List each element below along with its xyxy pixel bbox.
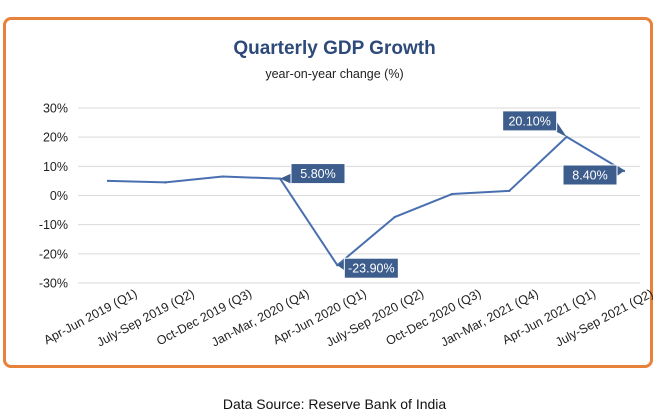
callout-label: 5.80% — [300, 167, 335, 181]
callout-box — [502, 110, 558, 132]
callout-8: 20.10% — [502, 110, 567, 137]
callout-pointer — [617, 166, 624, 176]
callout-label: -23.90% — [348, 262, 395, 276]
x-tick-label: Apr-Jun 2020 (Q1) — [271, 286, 369, 347]
x-tick-label: Apr-Jun 2019 (Q1) — [41, 286, 139, 347]
callout-pointer — [280, 173, 291, 184]
y-tick-label: -20% — [39, 247, 68, 261]
callout-box — [290, 163, 346, 185]
x-tick-label: Oct-Dec 2019 (Q3) — [154, 286, 254, 348]
gridlines — [78, 107, 640, 284]
chart-subtitle: year-on-year change (%) — [265, 67, 404, 81]
x-tick-label: Apr-Jun 2021 (Q1) — [500, 286, 598, 347]
data-point — [508, 189, 511, 193]
callout-box — [562, 164, 618, 186]
y-tick-label: 10% — [43, 160, 68, 174]
y-tick-label: 0% — [50, 189, 68, 203]
data-point — [106, 179, 110, 183]
gdp-line-chart: 30% 20% 10% 0% -10% -20% -30% Apr-Jun 2019 (Q1… — [39, 102, 656, 350]
callout-9: 8.40% — [562, 164, 624, 186]
x-tick-label: Jan-Mar, 2021 (Q4) — [438, 286, 540, 349]
data-point — [221, 175, 224, 178]
callout-label: 20.10% — [508, 114, 550, 128]
x-tick-label: Oct-Dec 2020 (Q3) — [384, 286, 484, 348]
x-tick-label: July-Sep 2021 (Q2) — [553, 286, 655, 349]
callout-pointer — [337, 260, 345, 271]
chart-title: Quarterly GDP Growth — [233, 38, 436, 59]
x-tick-label: July-Sep 2020 (Q2) — [324, 286, 426, 349]
y-tick-label: -30% — [39, 277, 68, 291]
callout-3: 5.80% — [280, 163, 346, 185]
callout-pointer — [556, 121, 567, 137]
x-tick-label: July-Sep 2019 (Q2) — [94, 286, 196, 349]
callouts-group: 5.80% -23.90% 20.10% 8.40% — [280, 110, 624, 279]
x-tick-label: Jan-Mar, 2020 (Q4) — [209, 286, 311, 349]
data-point — [164, 181, 167, 184]
callout-box — [343, 257, 399, 279]
series-group — [106, 135, 626, 267]
y-tick-label: 20% — [43, 131, 68, 145]
data-source-note: Data Source: Reserve Bank of India — [222, 396, 447, 412]
data-point — [450, 192, 454, 196]
x-axis-labels: Apr-Jun 2019 (Q1)July-Sep 2019 (Q2)Oct-D… — [41, 286, 655, 349]
y-tick-label: 30% — [43, 102, 68, 116]
data-point — [336, 264, 339, 267]
callout-label: 8.40% — [572, 169, 607, 183]
series-line — [107, 135, 625, 267]
callout-4: -23.90% — [337, 257, 399, 279]
data-point — [393, 215, 396, 219]
y-axis-labels: 30% 20% 10% 0% -10% -20% -30% — [39, 102, 68, 291]
chart-frame — [3, 17, 653, 368]
y-tick-label: -10% — [39, 218, 68, 232]
